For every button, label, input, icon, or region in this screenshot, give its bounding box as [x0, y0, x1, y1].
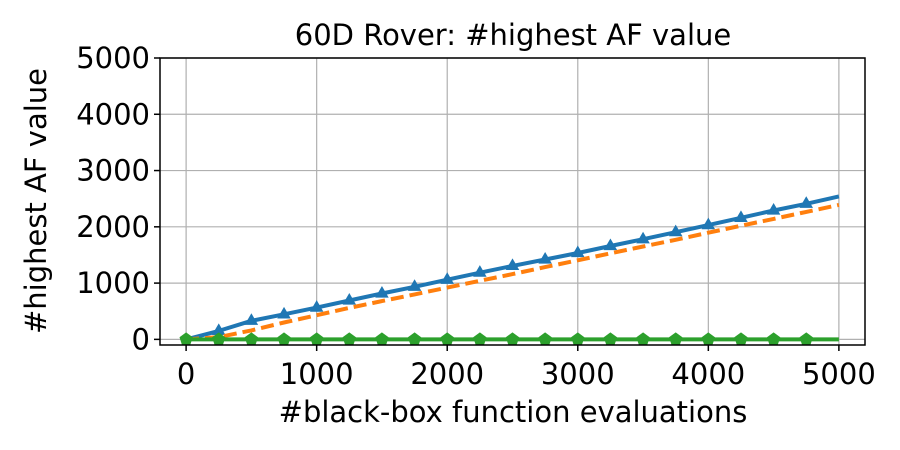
data-point-blue [342, 293, 357, 305]
x-tick-label: 4000 [671, 357, 745, 391]
data-point-blue [244, 313, 259, 325]
data-point-blue [701, 217, 716, 230]
data-point-green [407, 332, 422, 345]
data-point-blue [375, 286, 389, 298]
x-tick-label: 0 [177, 357, 195, 391]
data-point-green [179, 332, 193, 345]
grid [160, 57, 865, 345]
data-point-green [310, 332, 324, 345]
data-point-green [505, 332, 520, 345]
data-point-blue [440, 272, 454, 284]
data-point-blue [277, 306, 291, 319]
data-point-green [277, 332, 291, 345]
data-point-blue [505, 258, 520, 271]
data-point-green [571, 332, 585, 345]
series-line-orange [185, 202, 840, 342]
x-tick-label: 3000 [541, 357, 615, 391]
x-axis-label: #black-box function evaluations [279, 395, 748, 429]
data-point-blue [571, 245, 585, 258]
data-point-blue [538, 251, 552, 264]
chart-title: 60D Rover: #highest AF value [295, 18, 731, 52]
series-layer [179, 194, 840, 345]
y-tick-label: 2000 [76, 210, 150, 244]
data-point-green [244, 332, 258, 345]
y-axis-label: #highest AF value [19, 68, 53, 334]
x-tick-label: 1000 [280, 357, 354, 391]
data-point-green [375, 332, 389, 345]
data-point-green [473, 332, 487, 345]
y-tick-label: 1000 [76, 266, 150, 300]
data-point-green [799, 332, 813, 345]
data-point-blue [407, 279, 422, 291]
y-tick-label: 5000 [76, 41, 150, 75]
data-point-green [212, 332, 226, 345]
data-point-blue [766, 203, 781, 215]
data-point-green [636, 332, 650, 345]
x-tick-label: 2000 [410, 357, 484, 391]
y-tick-label: 4000 [76, 97, 150, 131]
data-point-blue [734, 210, 748, 222]
data-point-green [734, 332, 748, 345]
data-point-blue [636, 231, 650, 244]
data-point-blue [668, 224, 683, 237]
data-point-blue [603, 238, 618, 251]
plot-frame [159, 57, 866, 346]
y-tick-label: 0 [132, 322, 150, 356]
data-point-blue [799, 196, 813, 208]
data-point-green [669, 332, 683, 345]
data-point-green [440, 332, 454, 345]
y-tick-label: 3000 [76, 154, 150, 188]
ticks: 0 1000 2000 3000 4000 5000 0 1000 2000 3000 4000 50… [76, 41, 876, 391]
data-point-blue [473, 265, 487, 277]
data-point-green [538, 332, 552, 345]
x-tick-label: 5000 [802, 357, 876, 391]
data-point-green [701, 332, 715, 345]
data-point-green [767, 332, 781, 345]
data-point-green [342, 332, 356, 345]
data-point-green [603, 332, 618, 345]
data-point-blue [309, 300, 324, 312]
data-point-blue [212, 323, 226, 336]
